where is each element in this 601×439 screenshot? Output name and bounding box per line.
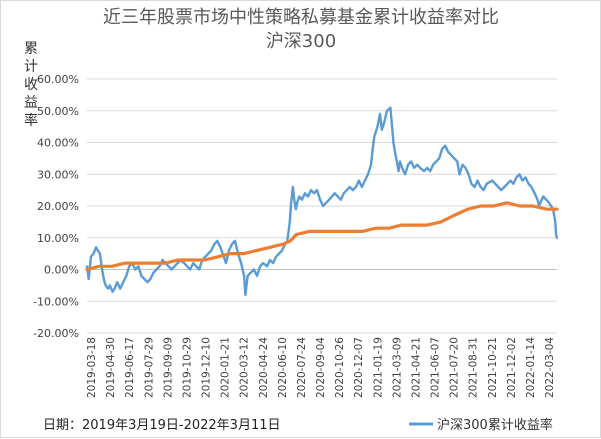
x-tick-label: 2020-03-12: [239, 337, 251, 398]
x-tick-label: 2021-04-21: [410, 337, 422, 398]
y-tick-label: 60.00%: [37, 73, 79, 86]
x-tick-label: 2020-12-07: [353, 337, 365, 398]
y-axis-label-char: 收: [24, 77, 38, 93]
x-tick-label: 2019-09-09: [162, 337, 174, 398]
x-axis-ticks: 2019-03-18 2019-04-30 2019-06-17 2019-07-29…: [86, 337, 556, 398]
chart-subtitle: 沪深300: [266, 31, 336, 52]
x-tick-label: 2021-06-07: [430, 337, 442, 398]
series-line-fund: [85, 106, 559, 297]
x-tick-label: 2022-03-04: [544, 337, 556, 398]
x-tick-label: 2020-01-21: [220, 337, 232, 398]
series-lines: [85, 106, 559, 297]
y-tick-label: 10.00%: [37, 232, 79, 245]
x-tick-label: 2021-10-21: [487, 337, 499, 398]
y-axis-ticks: -20.00% -10.00% 0.00% 10.00% 20.00% 30.00% 40.…: [33, 73, 79, 340]
series-line-hs300: [85, 201, 559, 272]
legend: 沪深300累计收益率: [409, 417, 553, 433]
y-tick-label: 50.00%: [37, 105, 79, 118]
y-axis-label-char: 率: [24, 112, 38, 129]
y-tick-label: 30.00%: [37, 168, 79, 181]
x-tick-label: 2019-04-30: [105, 337, 117, 398]
x-tick-label: 2020-10-26: [334, 337, 346, 398]
date-range-note: 日期：2019年3月19日-2022年3月11日: [43, 418, 281, 433]
x-tick-label: 2020-06-10: [277, 337, 289, 398]
x-tick-label: 2021-08-31: [468, 337, 480, 398]
x-tick-label: 2021-03-09: [391, 337, 403, 398]
y-axis-label-char: 益: [24, 95, 38, 111]
x-tick-label: 2020-07-24: [296, 337, 308, 398]
y-tick-label: -10.00%: [33, 295, 79, 308]
x-tick-label: 2022-01-14: [525, 337, 537, 398]
legend-label: 沪深300累计收益率: [437, 417, 553, 433]
y-tick-label: 0.00%: [44, 264, 79, 277]
x-tick-label: 2021-12-02: [506, 337, 518, 398]
chart-title: 近三年股票市场中性策略私募基金累计收益率对比: [103, 7, 499, 28]
x-tick-label: 2019-03-18: [86, 337, 98, 398]
y-tick-label: 20.00%: [37, 200, 79, 213]
x-tick-label: 2021-01-19: [372, 337, 384, 398]
y-axis-label-char: 累: [24, 41, 38, 57]
x-tick-label: 2019-10-29: [181, 337, 193, 398]
y-tick-label: -20.00%: [33, 327, 79, 340]
x-tick-label: 2021-07-20: [449, 337, 461, 398]
x-tick-label: 2019-06-17: [124, 337, 136, 398]
y-axis-label-char: 计: [24, 59, 38, 75]
x-tick-label: 2019-12-10: [201, 337, 213, 398]
x-tick-label: 2020-09-04: [315, 337, 327, 398]
x-tick-label: 2020-04-24: [258, 337, 270, 398]
y-axis-label: 累计收益率: [24, 41, 38, 129]
x-tick-label: 2019-07-29: [143, 337, 155, 398]
y-tick-label: 40.00%: [37, 137, 79, 150]
